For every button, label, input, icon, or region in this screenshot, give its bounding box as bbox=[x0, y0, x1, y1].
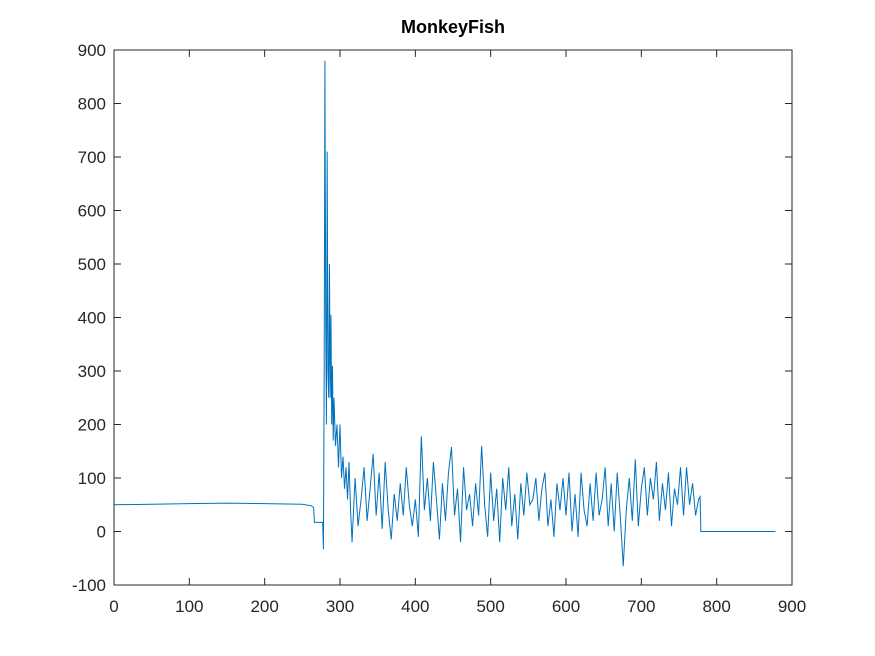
x-tick-label: 0 bbox=[109, 597, 118, 616]
y-tick-label: 600 bbox=[78, 202, 106, 221]
y-tick-label: 400 bbox=[78, 309, 106, 328]
x-tick-label: 100 bbox=[175, 597, 203, 616]
x-tick-label: 700 bbox=[627, 597, 655, 616]
y-tick-label: 0 bbox=[97, 523, 106, 542]
x-tick-label: 800 bbox=[702, 597, 730, 616]
x-tick-label: 600 bbox=[552, 597, 580, 616]
y-tick-label: 900 bbox=[78, 41, 106, 60]
plot-box bbox=[113, 49, 793, 586]
y-tick-label: -100 bbox=[72, 576, 106, 595]
y-tick-label: 100 bbox=[78, 469, 106, 488]
y-tick-label: 200 bbox=[78, 416, 106, 435]
x-tick-label: 500 bbox=[476, 597, 504, 616]
chart-title: MonkeyFish bbox=[401, 17, 505, 37]
data-line bbox=[113, 60, 776, 567]
y-tick-label: 300 bbox=[78, 362, 106, 381]
y-tick-label: 800 bbox=[78, 95, 106, 114]
y-tick-label: 500 bbox=[78, 255, 106, 274]
x-tick-label: 300 bbox=[326, 597, 354, 616]
x-tick-label: 400 bbox=[401, 597, 429, 616]
x-tick-label: 200 bbox=[250, 597, 278, 616]
x-tick-label: 900 bbox=[778, 597, 806, 616]
y-tick-label: 700 bbox=[78, 148, 106, 167]
